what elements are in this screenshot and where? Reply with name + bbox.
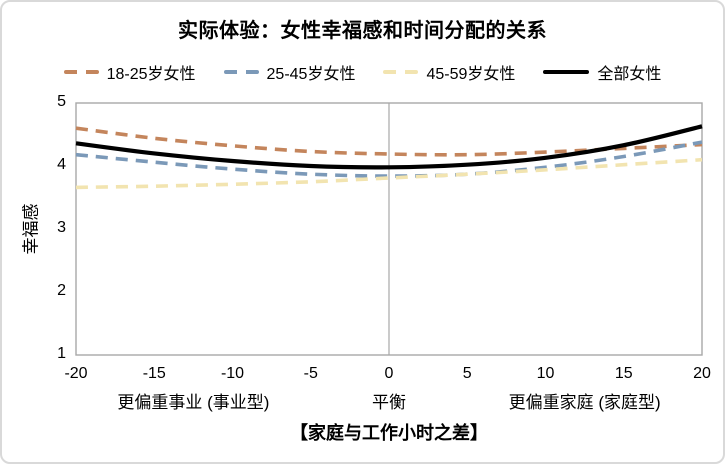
dashed-line-swatch-icon xyxy=(383,70,419,74)
legend-label-all-women: 全部女性 xyxy=(597,66,662,83)
x-tick-label: 10 xyxy=(536,365,555,382)
x-region-label: 更偏重家庭 (家庭型) xyxy=(508,393,661,412)
legend-item-18-25: 18-25岁女性 xyxy=(63,60,196,84)
chart-title: 实际体验：女性幸福感和时间分配的关系 xyxy=(178,20,547,42)
x-tick-label: 15 xyxy=(614,365,633,382)
legend-label-45-59: 45-59岁女性 xyxy=(426,66,516,83)
legend-item-25-45: 25-45岁女性 xyxy=(223,60,356,84)
x-tick-label: 20 xyxy=(693,365,711,382)
y-tick-label: 1 xyxy=(57,345,66,362)
dashed-line-swatch-icon xyxy=(63,70,99,74)
series-line-3 xyxy=(75,124,703,170)
legend: 18-25岁女性 25-45岁女性 45-59岁女性 全部女性 xyxy=(2,60,723,84)
x-tick-label: -5 xyxy=(303,365,318,382)
y-axis-title: 幸福感 xyxy=(21,203,41,255)
legend-label-25-45: 25-45岁女性 xyxy=(266,66,356,83)
legend-label-18-25: 18-25岁女性 xyxy=(106,66,196,83)
x-tick-label: -15 xyxy=(142,365,166,382)
x-region-label: 平衡 xyxy=(372,393,406,412)
series-line-2 xyxy=(75,157,703,190)
legend-item-45-59: 45-59岁女性 xyxy=(383,60,515,84)
x-region-label: 更偏重事业 (事业型) xyxy=(117,393,270,412)
dashed-line-swatch-icon xyxy=(223,70,259,74)
x-tick-label: 0 xyxy=(384,365,394,382)
x-tick-label: -20 xyxy=(64,365,88,382)
solid-line-swatch-icon xyxy=(543,70,590,74)
legend-item-all-women: 全部女性 xyxy=(543,60,661,84)
x-axis-title: 【家庭与工作小时之差】 xyxy=(290,423,488,443)
x-tick-label: 5 xyxy=(462,365,472,382)
y-tick-label: 5 xyxy=(57,93,66,110)
series-line-1 xyxy=(75,140,703,178)
y-tick-label: 2 xyxy=(57,282,66,299)
x-tick-label: -10 xyxy=(220,365,245,382)
y-tick-label: 3 xyxy=(57,219,66,236)
y-tick-label: 4 xyxy=(57,156,66,173)
